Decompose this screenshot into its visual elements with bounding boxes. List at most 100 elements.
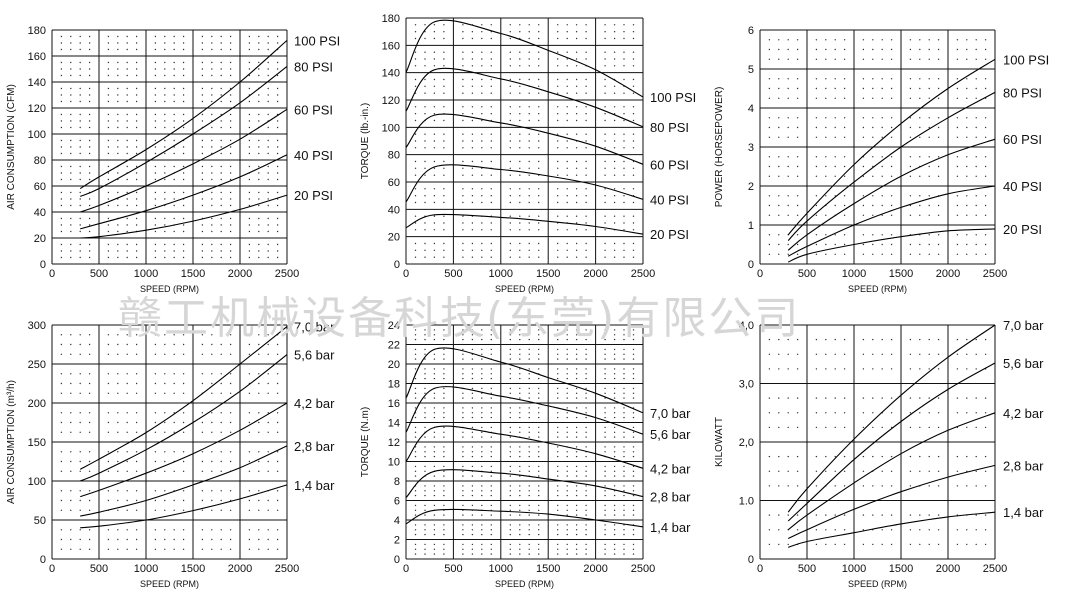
- grid-dot: [585, 85, 587, 88]
- grid-dot: [509, 215, 511, 217]
- chart-1: 0 500 1000 1500 2000 250002040608010012014016…: [6, 25, 340, 294]
- grid-dot: [267, 68, 269, 70]
- grid-dot: [575, 509, 578, 511]
- grid-dot: [164, 412, 166, 414]
- grid-dot: [796, 39, 799, 41]
- grid-dot: [834, 455, 836, 458]
- grid-dot: [443, 416, 445, 419]
- grid-dot: [267, 35, 269, 38]
- grid-dot: [919, 39, 921, 41]
- grid-dot: [509, 119, 511, 122]
- grid-dots: [768, 338, 987, 546]
- grid-dot: [229, 509, 232, 511]
- grid-dot: [481, 455, 483, 458]
- grid-dot: [519, 51, 521, 53]
- y-tick-label: 140: [28, 77, 46, 89]
- grid-dot: [557, 242, 559, 245]
- grid-dot: [276, 382, 279, 385]
- grid-dot: [135, 490, 138, 492]
- grid-dot: [211, 74, 213, 77]
- grid-dot: [796, 126, 799, 129]
- x-tick-label: 2500: [631, 268, 655, 280]
- grid-dot: [267, 100, 269, 103]
- grid-dot: [796, 136, 799, 138]
- y-tick-label: 24: [388, 320, 400, 332]
- grid-dot: [433, 195, 436, 197]
- grid-dot: [862, 543, 865, 546]
- grid-dot: [557, 133, 559, 135]
- grid-dot: [575, 119, 578, 122]
- grid-dot: [154, 48, 157, 51]
- grid-dot: [834, 543, 836, 546]
- grid-dot: [267, 48, 269, 51]
- grid-dot: [443, 92, 445, 94]
- grid-dot: [462, 222, 464, 224]
- grid-dot: [787, 126, 789, 129]
- grid-dot: [267, 146, 269, 148]
- grid-dot: [490, 533, 492, 536]
- grid-dot: [135, 250, 138, 252]
- grid-dot: [79, 68, 81, 70]
- grid-dot: [575, 436, 578, 438]
- grid-dot: [248, 87, 251, 90]
- grid-dot: [154, 392, 157, 394]
- grid-dot: [796, 204, 799, 207]
- grid-dot: [424, 455, 426, 458]
- grid-dot: [490, 140, 492, 142]
- grid-dot: [909, 195, 912, 197]
- grid-dot: [768, 136, 771, 138]
- x-axis-label: SPEED (RPM): [848, 284, 907, 294]
- grid-dot: [164, 178, 166, 181]
- grid-dot: [424, 85, 426, 88]
- grid-dot: [632, 229, 635, 231]
- grid-dot: [70, 353, 72, 355]
- grid-dot: [107, 204, 110, 207]
- grid-dot: [462, 431, 464, 433]
- grid-dot: [481, 407, 483, 409]
- grid-dot: [154, 490, 157, 492]
- grid-dot: [768, 426, 771, 429]
- grid-dot: [182, 68, 185, 70]
- grid-dot: [613, 215, 616, 217]
- grid-dot: [433, 392, 436, 394]
- x-axis-label: SPEED (RPM): [140, 579, 199, 589]
- grid-dot: [220, 172, 222, 174]
- grid-dot: [862, 126, 865, 129]
- grid-dot: [538, 397, 540, 399]
- grid-dot: [566, 407, 568, 409]
- grid-dot: [937, 126, 940, 129]
- grid-dot: [557, 470, 559, 472]
- grid-dot: [787, 204, 789, 207]
- grid-dot: [414, 387, 417, 390]
- grid-dot: [481, 113, 483, 115]
- grid-dot: [538, 368, 540, 370]
- grid-dot: [267, 172, 269, 174]
- grid-dot: [984, 353, 987, 355]
- grid-dot: [79, 74, 81, 77]
- grid-dot: [201, 230, 204, 233]
- grid-dot: [984, 253, 987, 255]
- grid-dot: [538, 455, 540, 458]
- grid-dot: [566, 485, 568, 487]
- grid-dot: [60, 256, 63, 259]
- grid-dot: [414, 167, 417, 169]
- grid-dot: [462, 229, 464, 231]
- grid-dot: [267, 451, 269, 453]
- y-axis-label: AIR CONSUMPTION (CFM): [6, 84, 17, 210]
- grid-dot: [843, 470, 846, 472]
- grid-dot: [890, 214, 893, 216]
- grid-dot: [623, 24, 625, 26]
- grid-dot: [424, 465, 426, 468]
- grid-dot: [462, 377, 464, 380]
- grid-dot: [509, 524, 511, 526]
- grid-dot: [173, 509, 175, 511]
- grid-dot: [881, 214, 883, 216]
- grid-dot: [538, 470, 540, 472]
- grid-dot: [462, 494, 464, 497]
- grid-dot: [575, 195, 578, 197]
- grid-dot: [117, 113, 119, 116]
- grid-dot: [528, 195, 530, 197]
- grid-dot: [519, 373, 521, 375]
- grid-dot: [862, 253, 865, 255]
- grid-dot: [778, 136, 780, 138]
